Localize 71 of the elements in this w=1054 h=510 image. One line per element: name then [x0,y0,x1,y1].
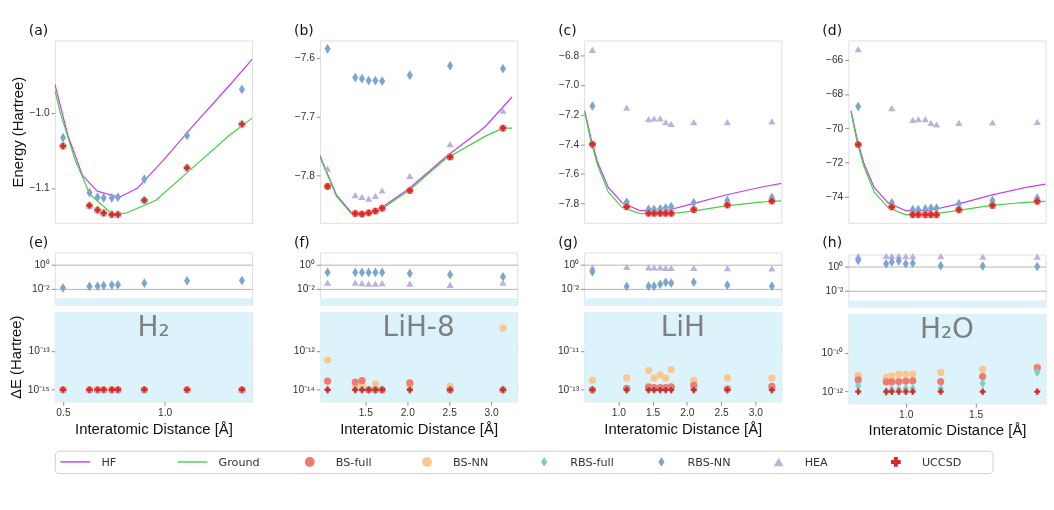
y-tick-label: 10⁰ [299,258,315,270]
x-axis-title: Interatomic Distance [Å] [75,420,233,437]
y-tick-label: −66 [825,54,844,66]
x-tick-label: 0.5 [56,406,71,418]
y-tick-label: 10⁰ [827,260,844,272]
legend-label: Ground [218,455,260,469]
y-axis-title: Energy (Hartree) [10,76,27,188]
chart-title: (h) [822,234,843,251]
legend-label: RBS-full [570,455,614,469]
y-tick-label: −7.4 [558,138,580,150]
chart-title: (e) [28,234,49,251]
annotation: H₂ [137,310,170,344]
chart-title: (b) [293,21,314,38]
legend-label: HF [101,455,117,469]
annotation: H₂O [919,312,975,346]
x-tick-label: 1.5 [358,406,374,418]
annotation: LiH [660,310,705,344]
x-tick-label: 2.0 [400,406,416,418]
y-tick-label: −1.0 [29,107,51,119]
y-tick-label: −68 [825,88,844,100]
y-tick-label: −74 [825,190,844,202]
y-tick-label: 10⁰ [34,258,50,270]
legend-label: UCCSD [921,455,962,469]
chart-title: (d) [822,21,843,38]
y-tick-label: 10⁻² [561,283,580,295]
y-tick-label: −7.2 [558,108,580,120]
y-tick-label: −7.8 [558,197,580,209]
y-tick-label: 10⁻¹³ [28,345,51,357]
x-axis-title: Interatomic Distance [Å] [868,422,1027,439]
x-tick-label: 1.5 [646,406,661,418]
y-tick-label: 10⁻¹⁴ [292,384,315,396]
y-tick-label: 10⁻¹² [822,385,844,397]
y-tick-label: 10⁻² [297,283,316,295]
y-tick-label: −7.0 [558,79,580,91]
y-tick-label: 10⁰ [563,258,580,270]
x-tick-label: 3.0 [484,406,500,418]
y-tick-label: −6.8 [558,49,580,61]
y-tick-label: −70 [825,122,844,134]
y-tick-label: 10⁻¹³ [557,384,580,396]
x-tick-label: 3.0 [748,406,764,418]
y-tick-label: 10⁻¹⁵ [27,384,50,396]
y-tick-label: 10⁻¹² [293,345,316,357]
y-tick-label: 10⁻² [31,283,51,295]
y-axis-title: ΔE (Hartree) [7,315,24,400]
y-tick-label: −72 [825,156,844,168]
chart-title: (a) [28,21,49,38]
y-tick-label: −7.6 [558,168,580,180]
x-tick-label: 1.5 [969,408,984,420]
y-tick-label: −7.7 [294,111,316,123]
x-tick-label: 2.0 [680,406,695,418]
y-tick-label: −1.1 [29,182,51,194]
x-tick-label: 2.5 [442,406,458,418]
x-axis-title: Interatomic Distance [Å] [604,420,763,437]
y-tick-label: 10⁻² [825,285,844,297]
x-tick-label: 1.0 [158,406,173,418]
y-tick-label: 10⁻¹⁰ [821,347,844,359]
chart-title: (g) [558,234,578,251]
legend-label: BS-full [335,455,372,469]
legend-label: BS-NN [453,455,489,469]
x-tick-label: 2.5 [714,406,730,418]
x-axis-title: Interatomic Distance [Å] [340,420,499,437]
x-tick-label: 1.0 [611,406,627,418]
annotation: LiH-8 [382,310,455,344]
y-tick-label: −7.8 [294,170,316,182]
legend-label: HEA [804,455,829,469]
chart-title: (f) [293,234,310,251]
x-tick-label: 1.0 [899,408,914,420]
y-tick-label: 10⁻¹¹ [557,345,580,357]
legend-label: RBS-NN [687,455,731,469]
chart-title: (c) [558,21,577,38]
y-tick-label: −7.6 [294,52,316,64]
